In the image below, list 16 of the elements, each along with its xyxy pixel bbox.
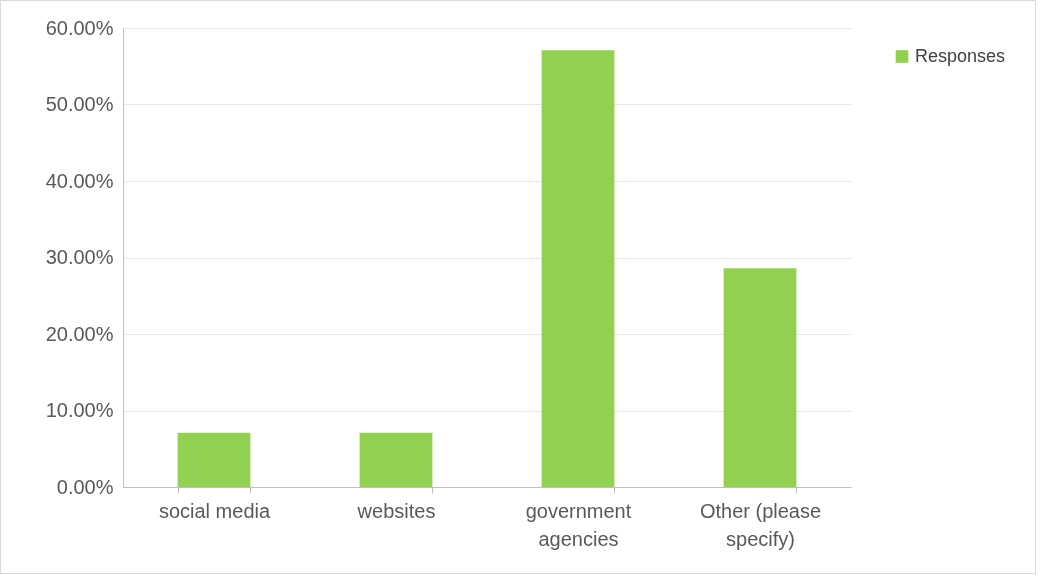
bar (541, 50, 615, 487)
x-tick-label: social media (158, 499, 271, 522)
y-tick-label: 0.00% (56, 475, 114, 498)
bar (177, 432, 251, 487)
y-tick-label: 10.00% (45, 399, 114, 421)
x-tick-label: government agencies (525, 499, 632, 550)
y-tick-label: 20.00% (45, 322, 114, 345)
x-tick-label: Other (please specify) (699, 499, 822, 550)
bar (723, 268, 797, 487)
bar (359, 432, 433, 487)
legend-label: Responses (915, 45, 1006, 66)
y-tick-label: 60.00% (45, 16, 114, 39)
y-tick-label: 50.00% (45, 93, 114, 115)
y-tick-label: 30.00% (45, 246, 114, 268)
x-tick-label: websites (356, 499, 436, 522)
y-tick-label: 40.00% (45, 169, 114, 192)
